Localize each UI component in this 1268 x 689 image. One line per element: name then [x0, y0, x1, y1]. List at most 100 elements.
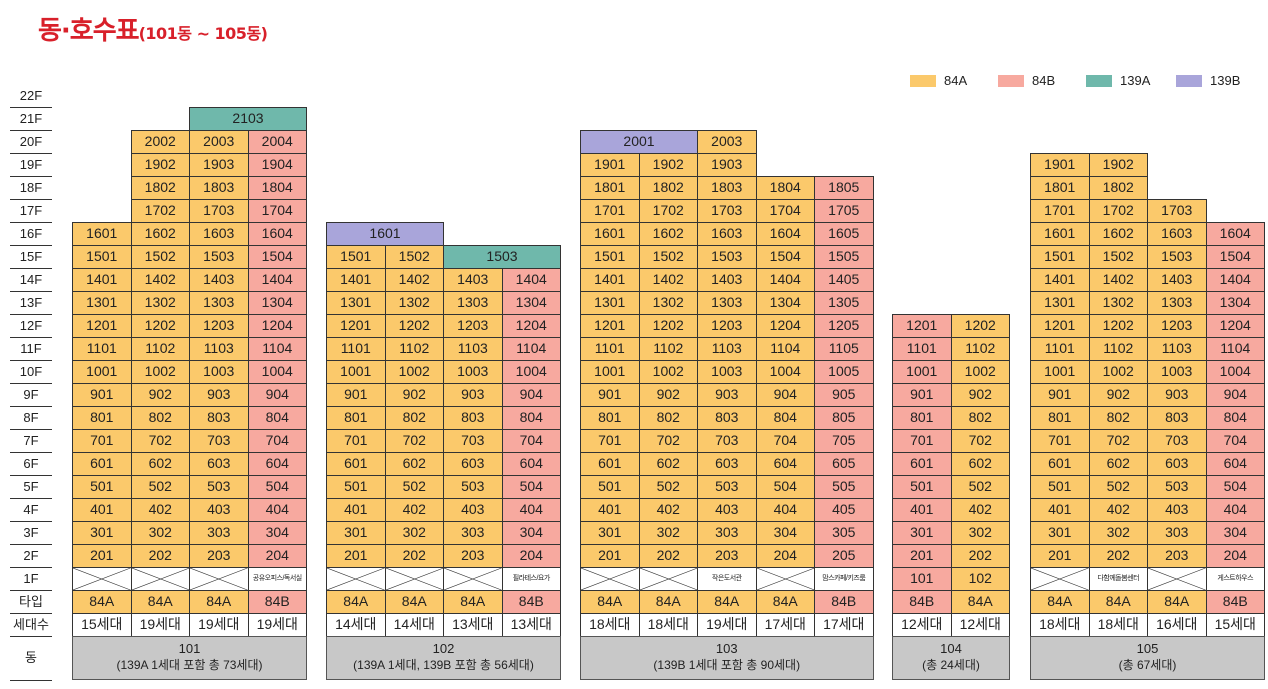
households-cell: 12세대	[950, 613, 1010, 637]
households-cell: 18세대	[1088, 613, 1148, 637]
unit-cell: 304	[1205, 521, 1265, 545]
floor-divider	[10, 199, 52, 200]
unit-cell: 1504	[1205, 245, 1265, 269]
floor-divider	[10, 498, 52, 499]
unit-cell: 503	[443, 475, 503, 499]
unit-cell: 704	[501, 429, 561, 453]
legend-swatch	[998, 74, 1024, 87]
unit-cell: 1603	[189, 222, 249, 246]
unit-cell: 1301	[1030, 291, 1090, 315]
unit-cell: 403	[697, 498, 757, 522]
unit-cell: 604	[1205, 452, 1265, 476]
floor-label: 3F	[23, 525, 39, 540]
unit-cell: 505	[814, 475, 874, 499]
piloti-cell	[189, 567, 249, 591]
unit-cell: 1105	[814, 337, 874, 361]
unit-cell: 1904	[247, 153, 307, 177]
unit-cell: 303	[189, 521, 249, 545]
unit-cell: 1101	[1030, 337, 1090, 361]
unit-cell: 903	[189, 383, 249, 407]
floor-label: 11F	[20, 341, 42, 356]
unit-cell: 903	[697, 383, 757, 407]
floor-label: 19F	[19, 157, 43, 172]
unit-cell: 503	[1147, 475, 1207, 499]
floor-label: 22F	[19, 88, 43, 103]
unit-cell: 1103	[189, 337, 249, 361]
unit-cell: 201	[326, 544, 386, 568]
floor-divider	[10, 268, 52, 269]
unit-cell: 401	[892, 498, 952, 522]
unit-cell: 2004	[247, 130, 307, 154]
building-note: (총 24세대)	[922, 658, 980, 672]
unit-cell: 403	[189, 498, 249, 522]
floor-label: 7F	[23, 433, 39, 448]
type-cell: 84A	[697, 590, 757, 614]
floor-label: 18F	[19, 180, 43, 195]
type-cell: 84B	[501, 590, 561, 614]
unit-cell: 1302	[638, 291, 698, 315]
unit-cell: 601	[580, 452, 640, 476]
unit-cell: 504	[755, 475, 815, 499]
unit-cell: 202	[1088, 544, 1148, 568]
piloti-cell	[1147, 567, 1207, 591]
unit-cell: 1102	[130, 337, 190, 361]
unit-cell: 1004	[755, 360, 815, 384]
floor-divider	[10, 452, 52, 453]
unit-cell: 1604	[247, 222, 307, 246]
floor-divider	[10, 567, 52, 568]
unit-cell: 1902	[638, 153, 698, 177]
households-cell: 12세대	[892, 613, 952, 637]
unit-cell: 704	[1205, 429, 1265, 453]
floor-divider	[10, 521, 52, 522]
floor-divider	[10, 544, 52, 545]
legend-swatch	[1086, 74, 1112, 87]
unit-cell: 1002	[130, 360, 190, 384]
legend-item: 139A	[1086, 73, 1150, 88]
unit-cell: 1802	[1088, 176, 1148, 200]
unit-cell: 101	[892, 567, 952, 591]
households-cell: 17세대	[755, 613, 815, 637]
title-sub: (101동 ~ 105동)	[138, 24, 268, 43]
facility-cell: 필라테스/요가	[501, 567, 561, 591]
legend-item: 84B	[998, 73, 1055, 88]
type-cell: 84B	[814, 590, 874, 614]
special-unit-cell: 1601	[326, 222, 444, 246]
cross-mark-icon	[190, 568, 248, 590]
households-cell: 13세대	[501, 613, 561, 637]
unit-cell: 701	[1030, 429, 1090, 453]
building-note: (139B 1세대 포함 총 90세대)	[653, 658, 801, 672]
unit-cell: 1203	[189, 314, 249, 338]
unit-cell: 402	[130, 498, 190, 522]
unit-cell: 1203	[443, 314, 503, 338]
floor-divider	[10, 636, 52, 637]
facility-cell: 다함께돌봄센터	[1088, 567, 1148, 591]
unit-cell: 1701	[1030, 199, 1090, 223]
unit-cell: 1404	[755, 268, 815, 292]
unit-cell: 1003	[1147, 360, 1207, 384]
floor-label: 13F	[19, 295, 43, 310]
building-label: 102 (139A 1세대, 139B 포함 총 56세대)	[326, 636, 561, 680]
floor-label: 6F	[23, 456, 39, 471]
floor-divider	[10, 291, 52, 292]
floor-label: 타입	[19, 594, 43, 609]
unit-cell: 102	[950, 567, 1010, 591]
unit-cell: 1704	[247, 199, 307, 223]
unit-cell: 702	[638, 429, 698, 453]
unit-cell: 501	[326, 475, 386, 499]
unit-cell: 903	[1147, 383, 1207, 407]
households-cell: 19세대	[130, 613, 190, 637]
piloti-cell	[580, 567, 640, 591]
unit-cell: 402	[384, 498, 444, 522]
floor-label: 1F	[23, 571, 39, 586]
unit-cell: 701	[326, 429, 386, 453]
unit-cell: 901	[1030, 383, 1090, 407]
floor-divider	[10, 337, 52, 338]
piloti-cell	[1030, 567, 1090, 591]
unit-cell: 804	[501, 406, 561, 430]
unit-cell: 604	[755, 452, 815, 476]
households-cell: 18세대	[580, 613, 640, 637]
unit-cell: 303	[1147, 521, 1207, 545]
unit-cell: 1203	[1147, 314, 1207, 338]
unit-cell: 304	[247, 521, 307, 545]
unit-cell: 502	[130, 475, 190, 499]
